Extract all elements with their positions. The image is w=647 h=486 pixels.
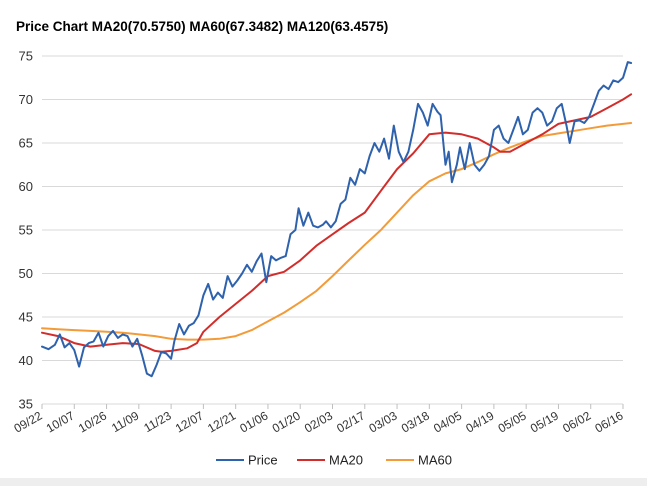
x-tick-label: 01/20 [270, 408, 303, 435]
x-tick-label: 03/18 [399, 408, 432, 435]
x-tick-label: 10/26 [76, 408, 109, 435]
y-tick-label: 75 [19, 49, 33, 64]
x-tick-label: 03/03 [367, 408, 400, 435]
chart-title: Price Chart MA20(70.5750) MA60(67.3482) … [16, 19, 389, 34]
y-tick-label: 35 [19, 397, 33, 412]
series-lines [41, 61, 633, 378]
y-tick-label: 50 [19, 266, 33, 281]
x-tick-label: 12/21 [205, 408, 238, 435]
y-tick-labels: 35 40 45 50 55 60 65 70 75 [19, 49, 33, 412]
x-tick-label: 04/19 [463, 408, 496, 435]
x-tick-label: 04/05 [431, 408, 464, 435]
y-tick-label: 40 [19, 353, 33, 368]
grid-lines [42, 55, 623, 405]
legend-label-ma20: MA20 [329, 453, 363, 468]
x-tick-labels: 09/22 10/07 10/26 11/09 11/23 12/07 12/21 01/06… [11, 404, 626, 436]
y-tick-label: 60 [19, 179, 33, 194]
x-tick-label: 06/16 [592, 408, 625, 435]
y-tick-label: 55 [19, 223, 33, 238]
x-tick-label: 11/09 [109, 408, 142, 435]
x-tick-label: 12/07 [173, 408, 206, 435]
legend-label-ma60: MA60 [418, 453, 452, 468]
bottom-band [0, 478, 647, 486]
y-tick-label: 65 [19, 136, 33, 151]
x-tick-label: 05/19 [528, 408, 561, 435]
legend-label-price: Price [248, 453, 278, 468]
legend: Price MA20 MA60 [216, 453, 452, 468]
x-tick-label: 10/07 [44, 408, 77, 435]
x-tick-label: 02/03 [302, 408, 335, 435]
y-tick-label: 45 [19, 310, 33, 325]
x-tick-label: 09/22 [11, 408, 44, 435]
y-tick-label: 70 [19, 92, 33, 107]
x-tick-label: 02/17 [334, 408, 367, 435]
x-tick-label: 01/06 [237, 408, 270, 435]
x-tick-label: 06/02 [560, 408, 593, 435]
x-tick-label: 11/23 [141, 408, 174, 435]
series-line-price [41, 61, 633, 378]
x-tick-label: 05/05 [496, 408, 529, 435]
series-line-ma20 [41, 93, 633, 353]
